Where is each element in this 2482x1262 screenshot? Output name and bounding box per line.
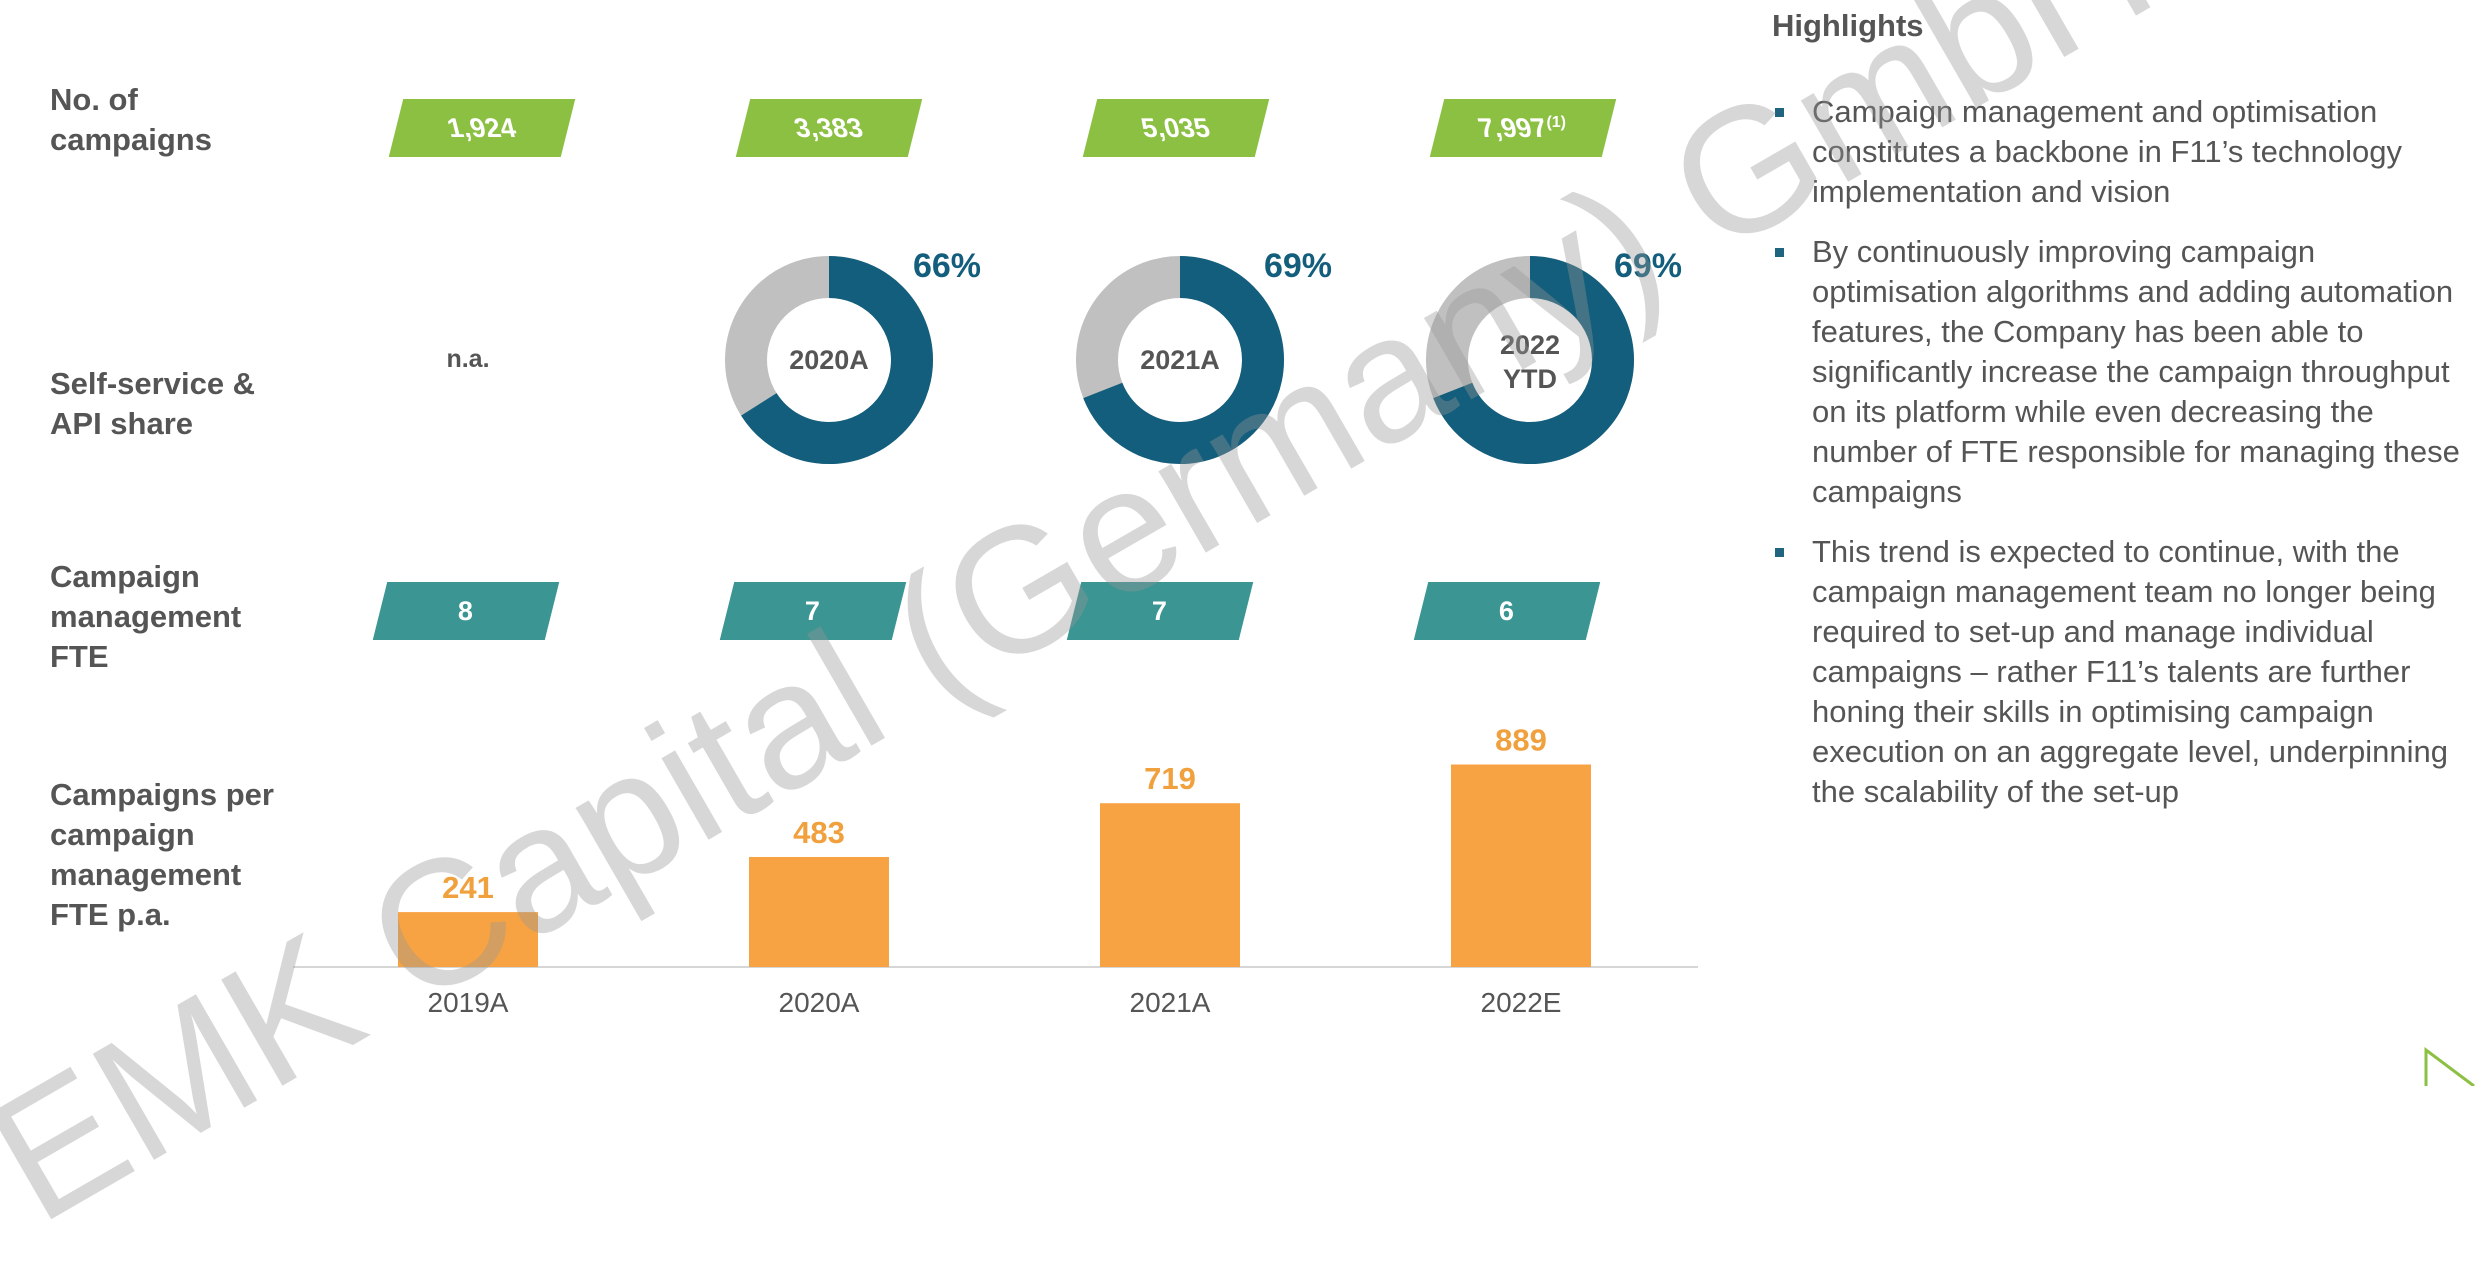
row-label-campaigns-per-fte: Campaigns per campaign management FTE p.… bbox=[50, 777, 274, 932]
bullet-square-icon bbox=[1775, 548, 1784, 557]
bar-data-label: 241 bbox=[442, 870, 494, 905]
bar bbox=[398, 912, 538, 967]
bar bbox=[1100, 803, 1240, 967]
row-label-self-service: Self-service & API share bbox=[50, 366, 256, 441]
donut-share-label: 66% bbox=[913, 247, 981, 285]
donut-center-label: 2020A bbox=[789, 345, 869, 375]
x-tick-label: 2022E bbox=[1481, 987, 1562, 1018]
donut-center-label: YTD bbox=[1503, 364, 1557, 394]
bar bbox=[749, 856, 889, 967]
highlights-title: Highlights bbox=[1772, 8, 1924, 43]
row-label-fte: Campaign management FTE bbox=[50, 559, 242, 674]
bar-data-label: 483 bbox=[793, 815, 845, 850]
x-tick-label: 2019A bbox=[428, 987, 509, 1018]
donut-center-label: 2022 bbox=[1500, 330, 1560, 360]
donut-center-label: 2021A bbox=[1140, 345, 1220, 375]
bar-data-label: 889 bbox=[1495, 723, 1547, 758]
donut-share-arc bbox=[1426, 256, 1634, 464]
highlight-text: This trend is expected to continue, with… bbox=[1812, 534, 2448, 809]
highlight-bullet: This trend is expected to continue, with… bbox=[1772, 532, 2472, 812]
donut-share-arc bbox=[725, 256, 933, 464]
corner-triangle-icon bbox=[2424, 1047, 2475, 1086]
highlight-bullet: Campaign management and optimisation con… bbox=[1772, 92, 2472, 212]
x-tick-label: 2021A bbox=[1130, 987, 1211, 1018]
donut-share-arc bbox=[1076, 256, 1284, 464]
x-tick-label: 2020A bbox=[779, 987, 860, 1018]
highlights-list: Campaign management and optimisation con… bbox=[1772, 92, 2472, 832]
highlight-text: By continuously improving campaign optim… bbox=[1812, 234, 2460, 509]
self-service-na-label: n.a. bbox=[446, 345, 490, 373]
bullet-square-icon bbox=[1775, 108, 1784, 117]
bar bbox=[1451, 764, 1591, 967]
donut-share-label: 69% bbox=[1614, 247, 1682, 285]
bullet-square-icon bbox=[1775, 248, 1784, 257]
donut-share-label: 69% bbox=[1264, 247, 1332, 285]
kpi-chart: 2020A 66% 2021A 69% 2022 YTD 69% 241 2019A 483 202… bbox=[293, 247, 1698, 1018]
highlight-text: Campaign management and optimisation con… bbox=[1812, 94, 2402, 209]
highlight-bullet: By continuously improving campaign optim… bbox=[1772, 232, 2472, 512]
bar-data-label: 719 bbox=[1144, 761, 1196, 796]
row-label-campaigns: No. of campaigns bbox=[50, 82, 212, 157]
